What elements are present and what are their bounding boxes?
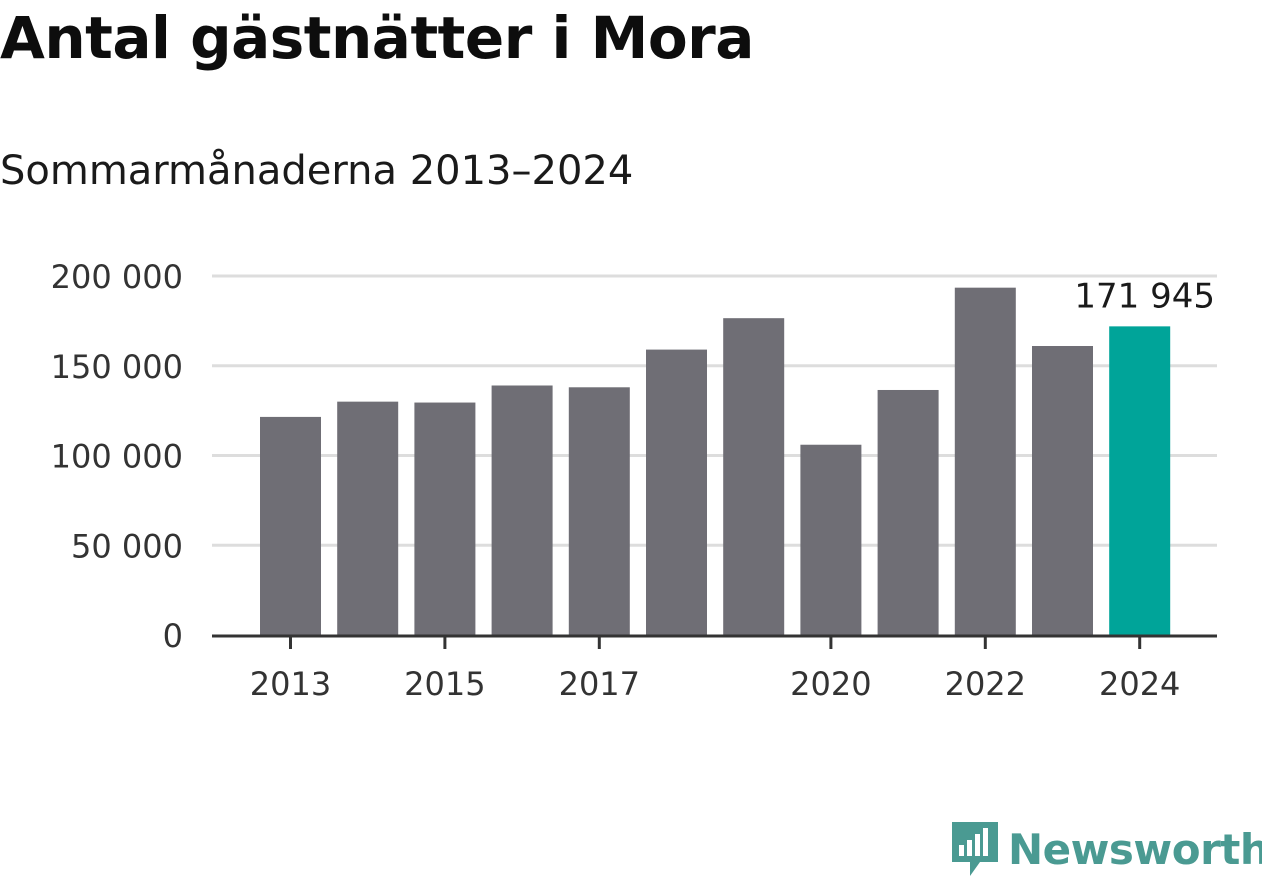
x-tick-label: 2017	[559, 665, 640, 703]
bar-chart-speech-bubble-icon	[952, 822, 998, 876]
bar-2018	[646, 349, 707, 635]
bar-2013	[260, 416, 321, 635]
bars	[260, 287, 1171, 635]
y-tick-label: 150 000	[51, 348, 183, 386]
bar-2019	[723, 318, 785, 635]
bar-2017	[568, 387, 630, 635]
newsworthy-logo: Newsworthy	[950, 818, 1262, 880]
chart-subtitle: Sommarmånaderna 2013–2024	[0, 148, 634, 194]
brand-name: Newsworthy	[1008, 824, 1262, 874]
bar-2020	[800, 444, 862, 635]
x-tick-label: 2020	[790, 665, 871, 703]
x-tick-label: 2013	[250, 665, 331, 703]
x-tick-label: 2024	[1099, 665, 1180, 703]
bar-2014	[337, 401, 399, 635]
data-label-2024: 171 945	[1074, 276, 1215, 316]
bar-2015	[414, 402, 476, 635]
bar-2023	[1032, 346, 1093, 635]
bar-2024	[1109, 326, 1171, 635]
x-tick-label: 2015	[404, 665, 485, 703]
data-labels: 171 945	[1074, 276, 1215, 316]
y-tick-label: 100 000	[51, 438, 183, 476]
chart-title: Antal gästnätter i Mora	[0, 4, 754, 72]
x-tick-label: 2022	[945, 665, 1026, 703]
y-tick-label: 200 000	[51, 258, 183, 296]
y-tick-label: 0	[163, 617, 183, 655]
bar-2022	[954, 287, 1016, 635]
y-axis-ticks: 0 50 000 100 000 150 000 200 000	[51, 258, 183, 655]
bar-2016	[491, 385, 553, 635]
x-axis: 2013 2015 2017 2020 2022 2024	[212, 634, 1217, 703]
bar-2021	[877, 389, 939, 635]
y-tick-label: 50 000	[71, 527, 183, 565]
